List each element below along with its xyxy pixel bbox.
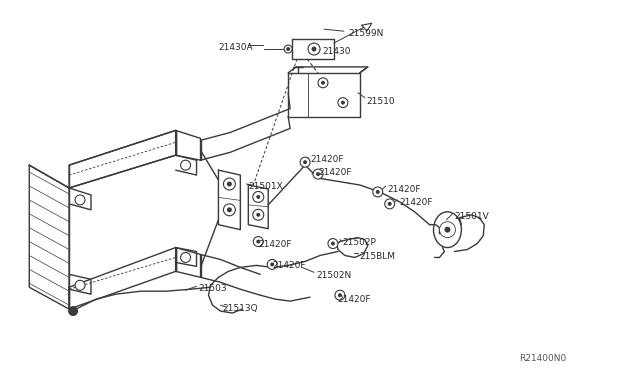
- Circle shape: [227, 207, 232, 212]
- Text: 21420F: 21420F: [399, 198, 433, 207]
- Ellipse shape: [433, 212, 461, 247]
- Circle shape: [253, 192, 264, 202]
- Circle shape: [75, 280, 85, 290]
- Circle shape: [338, 293, 342, 297]
- Circle shape: [256, 240, 260, 244]
- Circle shape: [372, 187, 383, 197]
- Circle shape: [328, 238, 338, 248]
- Circle shape: [341, 101, 345, 105]
- Text: 21420F: 21420F: [259, 240, 292, 248]
- Circle shape: [253, 237, 263, 247]
- Circle shape: [318, 78, 328, 88]
- Text: 21513Q: 21513Q: [223, 304, 258, 313]
- Circle shape: [316, 172, 320, 176]
- Text: 21510: 21510: [367, 97, 396, 106]
- Circle shape: [268, 259, 277, 269]
- Circle shape: [312, 46, 317, 51]
- Circle shape: [444, 227, 451, 232]
- Text: 21501X: 21501X: [248, 182, 283, 191]
- Circle shape: [75, 195, 85, 205]
- Circle shape: [331, 241, 335, 246]
- Text: 21420F: 21420F: [310, 155, 344, 164]
- Circle shape: [227, 182, 232, 186]
- Text: 21430A: 21430A: [218, 43, 253, 52]
- Text: 21502P: 21502P: [342, 238, 376, 247]
- Circle shape: [388, 202, 392, 206]
- Circle shape: [180, 253, 191, 262]
- Circle shape: [300, 157, 310, 167]
- Circle shape: [256, 213, 260, 217]
- Circle shape: [270, 262, 274, 266]
- Text: 215BLM: 215BLM: [360, 251, 396, 260]
- Circle shape: [303, 160, 307, 164]
- Text: 21501V: 21501V: [454, 212, 489, 221]
- Circle shape: [284, 45, 292, 53]
- Text: 21503: 21503: [198, 284, 227, 293]
- Text: 21420F: 21420F: [318, 168, 351, 177]
- Text: 21420F: 21420F: [272, 262, 306, 270]
- Circle shape: [338, 98, 348, 108]
- Circle shape: [321, 81, 325, 85]
- Circle shape: [376, 190, 380, 194]
- Circle shape: [68, 306, 78, 316]
- Circle shape: [385, 199, 395, 209]
- Circle shape: [286, 47, 290, 51]
- Circle shape: [256, 195, 260, 199]
- Circle shape: [308, 43, 320, 55]
- Circle shape: [180, 160, 191, 170]
- Circle shape: [253, 209, 264, 220]
- Text: 21502N: 21502N: [316, 271, 351, 280]
- Circle shape: [335, 290, 345, 300]
- Text: 21420F: 21420F: [337, 295, 371, 304]
- Circle shape: [223, 178, 236, 190]
- Text: 21599N: 21599N: [348, 29, 383, 38]
- Text: R21400N0: R21400N0: [519, 354, 566, 363]
- Circle shape: [440, 222, 456, 238]
- Circle shape: [223, 204, 236, 216]
- Text: 21420F: 21420F: [388, 185, 421, 194]
- Circle shape: [313, 169, 323, 179]
- Text: 21430: 21430: [322, 47, 351, 56]
